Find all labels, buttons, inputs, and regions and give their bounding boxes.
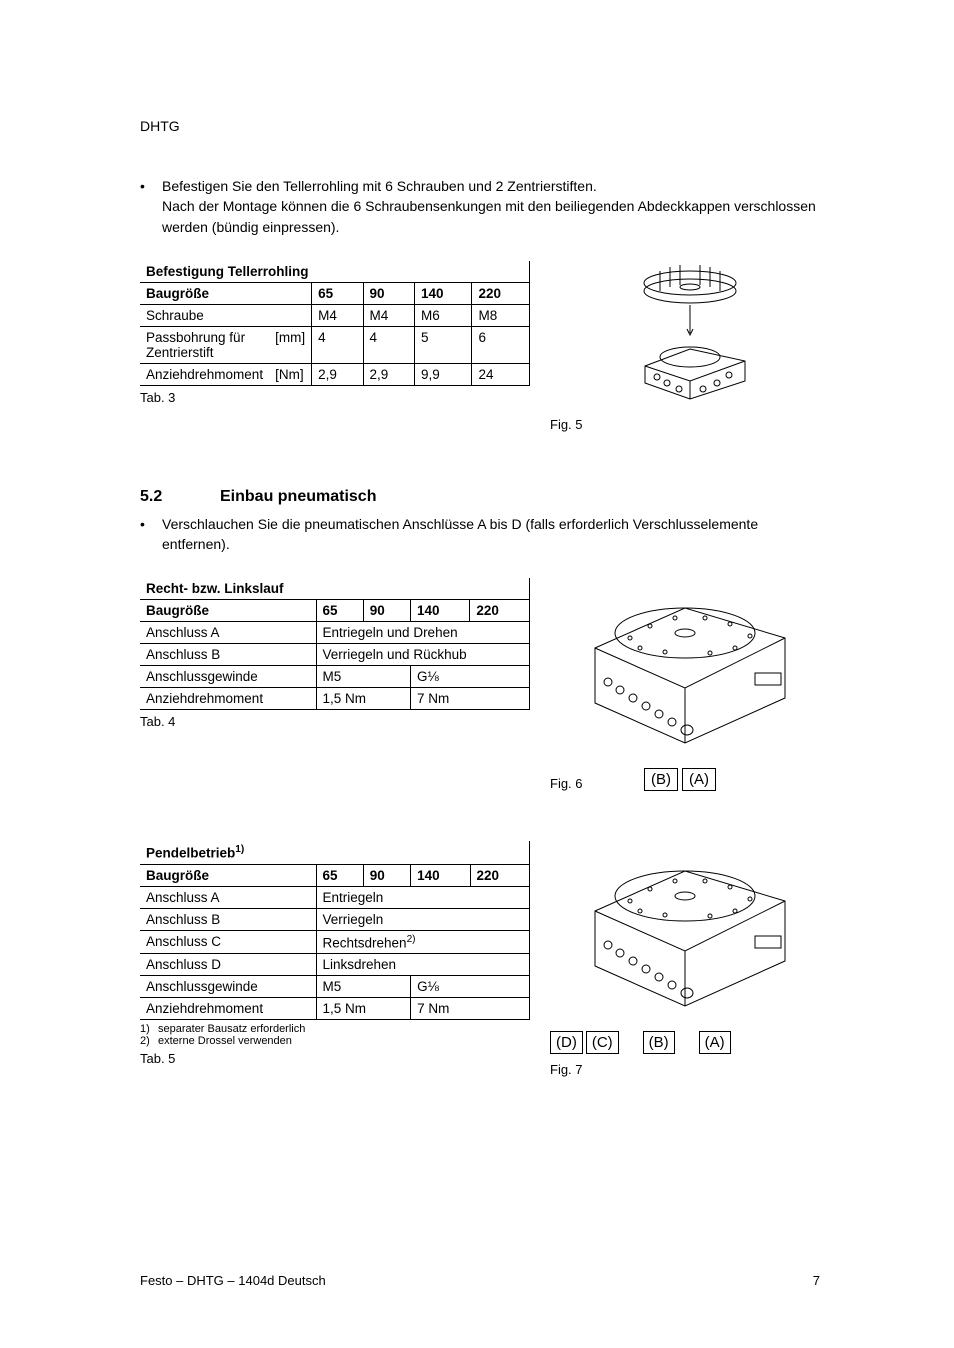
doc-header: DHTG <box>140 118 820 134</box>
fig5-svg <box>595 261 775 411</box>
tab3-title: Befestigung Tellerrohling <box>140 261 530 283</box>
bullet-fastening: • Befestigen Sie den Tellerrohling mit 6… <box>140 176 820 237</box>
bullet-mark: • <box>140 176 162 237</box>
bullet-pneumatic: • Verschlauchen Sie die pneumatischen An… <box>140 514 820 555</box>
fig6-container: Fig. 6 (B) (A) <box>550 578 820 791</box>
section-num: 5.2 <box>140 488 220 506</box>
tab4-table: Recht- bzw. Linkslauf Baugröße 65 90 140… <box>140 578 530 710</box>
fig5-container: Fig. 5 <box>550 261 820 432</box>
tab5-container: Pendelbetrieb1) Baugröße 65 90 140 220 A… <box>140 841 530 1066</box>
tab3-head-label: Baugröße <box>140 282 312 304</box>
tab5-table: Pendelbetrieb1) Baugröße 65 90 140 220 A… <box>140 841 530 1020</box>
page-footer: Festo – DHTG – 1404d Deutsch 7 <box>140 1273 820 1288</box>
tab5-fig7-row: Pendelbetrieb1) Baugröße 65 90 140 220 A… <box>140 841 820 1077</box>
bullet-text: Befestigen Sie den Tellerrohling mit 6 S… <box>162 176 820 237</box>
tab3-table: Befestigung Tellerrohling Baugröße 65 90… <box>140 261 530 386</box>
section-5-2-header: 5.2 Einbau pneumatisch <box>140 488 820 506</box>
fig5-caption: Fig. 5 <box>550 417 583 432</box>
tab3-container: Befestigung Tellerrohling Baugröße 65 90… <box>140 261 530 405</box>
section-title: Einbau pneumatisch <box>220 488 376 506</box>
tab4-container: Recht- bzw. Linkslauf Baugröße 65 90 140… <box>140 578 530 729</box>
footer-page-num: 7 <box>813 1273 820 1288</box>
tab3-caption: Tab. 3 <box>140 390 530 405</box>
fig7-svg <box>575 841 795 1031</box>
footer-left: Festo – DHTG – 1404d Deutsch <box>140 1273 326 1288</box>
tab4-fig6-row: Recht- bzw. Linkslauf Baugröße 65 90 140… <box>140 578 820 791</box>
fig7-container: (D) (C) (B) (A) Fig. 7 <box>550 841 820 1077</box>
fig6-svg <box>575 578 795 768</box>
tab3-fig5-row: Befestigung Tellerrohling Baugröße 65 90… <box>140 261 820 432</box>
tab5-footnotes: 1)separater Bausatz erforderlich 2)exter… <box>140 1023 530 1047</box>
page: DHTG • Befestigen Sie den Tellerrohling … <box>0 0 954 1348</box>
